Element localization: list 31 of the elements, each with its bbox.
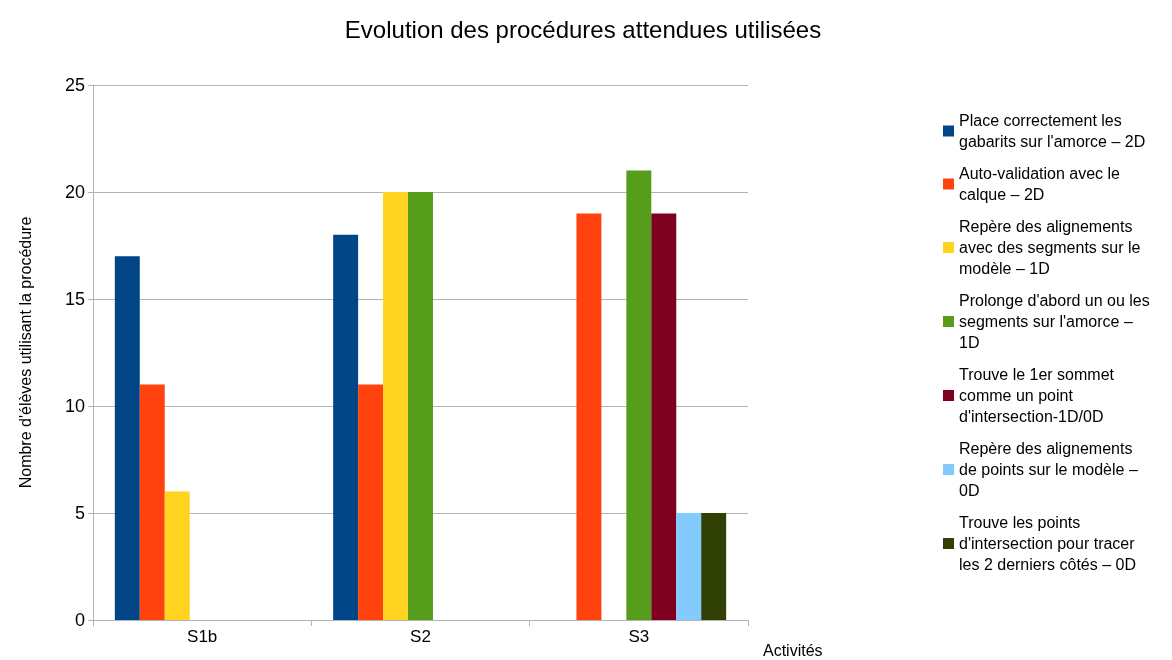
legend-label: Trouve le 1er sommet comme un point d'intersection-1D/0D — [959, 366, 1119, 425]
y-axis-title: Nombre d'élèves utilisant la procédure — [16, 216, 34, 489]
y-tick-label: 15 — [64, 289, 85, 309]
bar — [139, 384, 165, 620]
legend-label: Repère des alignements avec des segments sur le modèle – 1D — [959, 218, 1145, 277]
bar — [576, 213, 602, 620]
y-tick-label: 20 — [64, 182, 85, 202]
bar — [626, 170, 652, 620]
bar — [676, 513, 702, 620]
x-tick-label: S1b — [187, 627, 218, 646]
chart-title: Evolution des procédures attendues utilisées — [344, 15, 822, 43]
x-tick-label: S2 — [410, 627, 431, 646]
bar — [164, 491, 190, 620]
bar — [114, 256, 140, 620]
y-tick-label: 10 — [64, 396, 85, 416]
bar — [651, 213, 677, 620]
legend-label: Place correctement les gabarits sur l'amorce – 2D — [959, 112, 1146, 150]
y-tick-label: 0 — [74, 610, 85, 630]
legend-label: Repère des alignements de points sur le modèle – 0D — [959, 440, 1143, 499]
legend-label: Prolonge d'abord un ou les segments sur l'amorce – 1D — [959, 292, 1155, 351]
bar — [358, 384, 384, 620]
x-axis-title: Activités — [763, 641, 823, 659]
y-tick-label: 25 — [64, 75, 85, 95]
bar — [701, 513, 727, 620]
x-tick-label: S3 — [628, 627, 650, 646]
bar — [383, 192, 409, 620]
bar — [333, 234, 359, 620]
legend-label: Auto-validation avec le calque – 2D — [959, 165, 1125, 203]
bar — [408, 192, 433, 620]
legend-label: Trouve les points d'intersection pour tracer les 2 derniers côtés – 0D — [959, 514, 1140, 573]
y-tick-label: 5 — [74, 503, 85, 523]
